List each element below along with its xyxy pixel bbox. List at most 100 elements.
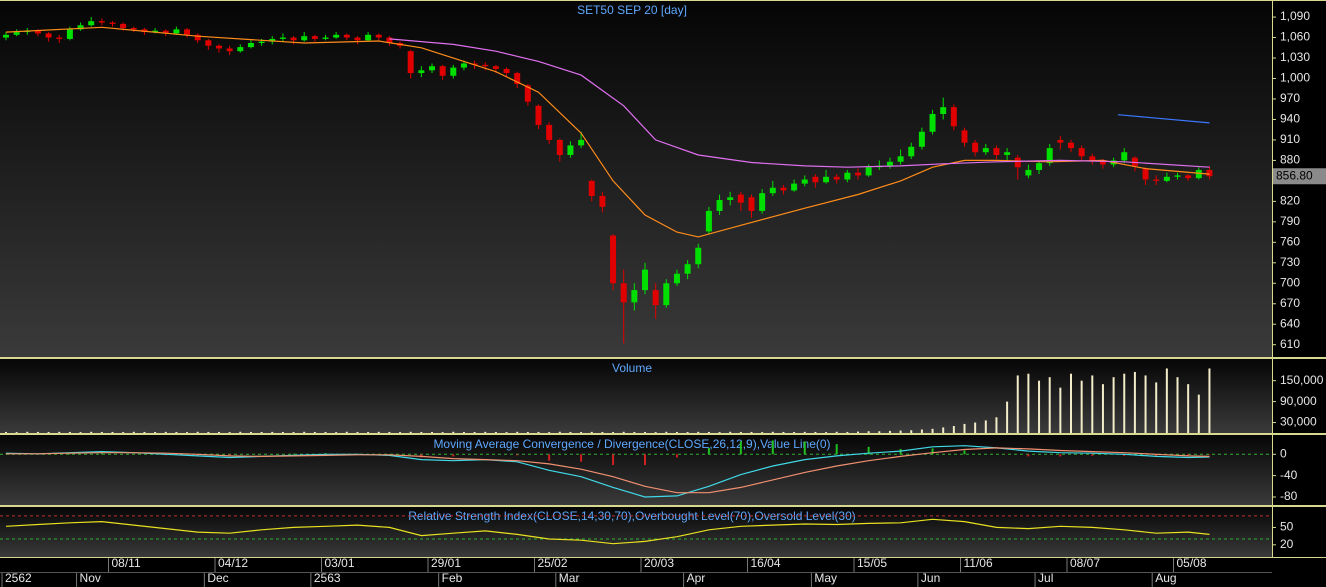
- y-tick-label: 640: [1280, 316, 1300, 330]
- volume-bar: [303, 431, 306, 433]
- candle-body: [716, 200, 723, 211]
- histogram-bar: [1208, 454, 1211, 455]
- volume-bar: [590, 431, 593, 433]
- last-price-label: 856.80: [1276, 168, 1313, 182]
- candle-body: [194, 34, 201, 41]
- volume-bar: [15, 432, 18, 433]
- volume-bar: [100, 431, 103, 433]
- candle-body: [34, 30, 41, 34]
- candle-body: [258, 41, 265, 44]
- candle-body: [429, 66, 435, 71]
- histogram-bar: [1091, 454, 1094, 456]
- volume-bar: [1155, 382, 1158, 433]
- candle-body: [642, 269, 648, 291]
- volume-bar: [473, 432, 476, 433]
- candle-body: [801, 179, 808, 184]
- volume-bar: [729, 431, 732, 433]
- candle-body: [1068, 142, 1074, 149]
- volume-bar: [931, 428, 934, 433]
- candle-body: [130, 27, 137, 30]
- volume-bar: [494, 431, 497, 433]
- volume-bar: [345, 431, 348, 433]
- candle-body: [727, 197, 734, 201]
- panel-background: [0, 506, 1272, 557]
- volume-bar: [420, 431, 423, 433]
- indicator-line: [5, 26, 1210, 238]
- candle-body: [599, 195, 606, 207]
- histogram-bar: [548, 454, 551, 461]
- volume-bar: [484, 431, 487, 433]
- candle-body: [333, 34, 340, 38]
- histogram-bar: [196, 454, 199, 456]
- volume-bar: [1101, 384, 1104, 433]
- volume-bar: [1091, 375, 1094, 433]
- volume-bar: [228, 432, 231, 433]
- candle-body: [13, 32, 20, 35]
- volume-bar: [675, 431, 678, 433]
- candle-body: [620, 283, 627, 303]
- candle-body: [1036, 163, 1043, 170]
- volume-bar: [910, 430, 913, 433]
- volume-bar: [814, 431, 817, 433]
- y-tick-label: 20: [1280, 537, 1294, 551]
- candle-body: [120, 23, 127, 28]
- candle-body: [578, 139, 585, 146]
- y-tick-label: 1,030: [1280, 50, 1310, 64]
- volume-bar: [952, 426, 955, 433]
- y-tick-label: 910: [1280, 132, 1300, 146]
- volume-bar: [132, 431, 135, 433]
- volume-bar: [122, 432, 125, 433]
- volume-bar: [367, 432, 370, 433]
- candle-body: [503, 68, 510, 74]
- histogram-bar: [803, 441, 806, 455]
- histogram-bar: [835, 444, 838, 455]
- candle-body: [588, 180, 595, 196]
- volume-bar: [835, 431, 838, 433]
- volume-bar: [548, 432, 551, 433]
- panel-background: [0, 0, 1272, 357]
- volume-bar: [431, 431, 433, 433]
- volume-bar: [1133, 371, 1136, 433]
- month-label: Mar: [559, 571, 580, 585]
- histogram-bar: [516, 454, 519, 456]
- candle-body: [705, 210, 712, 232]
- volume-bar: [1027, 373, 1030, 433]
- histogram-bar: [228, 454, 231, 456]
- candle-body: [1163, 176, 1170, 181]
- candle-body: [1089, 156, 1096, 161]
- candle-body: [631, 290, 638, 303]
- volume-bar: [942, 427, 945, 433]
- y-tick-label: -80: [1280, 489, 1298, 503]
- y-tick-label: 0: [1280, 446, 1287, 460]
- panel-title: Volume: [612, 361, 652, 375]
- histogram-bar: [1027, 454, 1030, 457]
- volume-bar: [888, 430, 891, 433]
- x-tick-label: 08/11: [112, 556, 141, 570]
- indicator-line: [389, 38, 1210, 168]
- volume-bar: [771, 431, 774, 433]
- volume-bar: [644, 431, 646, 433]
- x-tick-label: 08/07: [1070, 556, 1100, 570]
- volume-bar: [1144, 375, 1147, 433]
- volume-bar: [324, 431, 327, 433]
- candle-body: [407, 51, 414, 74]
- volume-bar: [718, 432, 721, 433]
- candle-body: [865, 167, 872, 176]
- candle-body: [1153, 179, 1160, 181]
- candle-body: [109, 22, 116, 24]
- candle-body: [1206, 169, 1213, 177]
- volume-bar: [505, 432, 508, 433]
- volume-bar: [1187, 384, 1190, 433]
- histogram-bar: [1059, 454, 1062, 457]
- histogram-bar: [580, 454, 583, 462]
- volume-bar: [963, 423, 966, 433]
- volume-bar: [526, 431, 529, 433]
- candle-body: [567, 145, 574, 155]
- volume-bar: [1176, 377, 1179, 433]
- volume-bar: [26, 431, 29, 433]
- candle-body: [460, 63, 467, 68]
- volume-bar: [281, 431, 284, 433]
- candle-body: [152, 30, 159, 33]
- volume-bar: [196, 431, 199, 433]
